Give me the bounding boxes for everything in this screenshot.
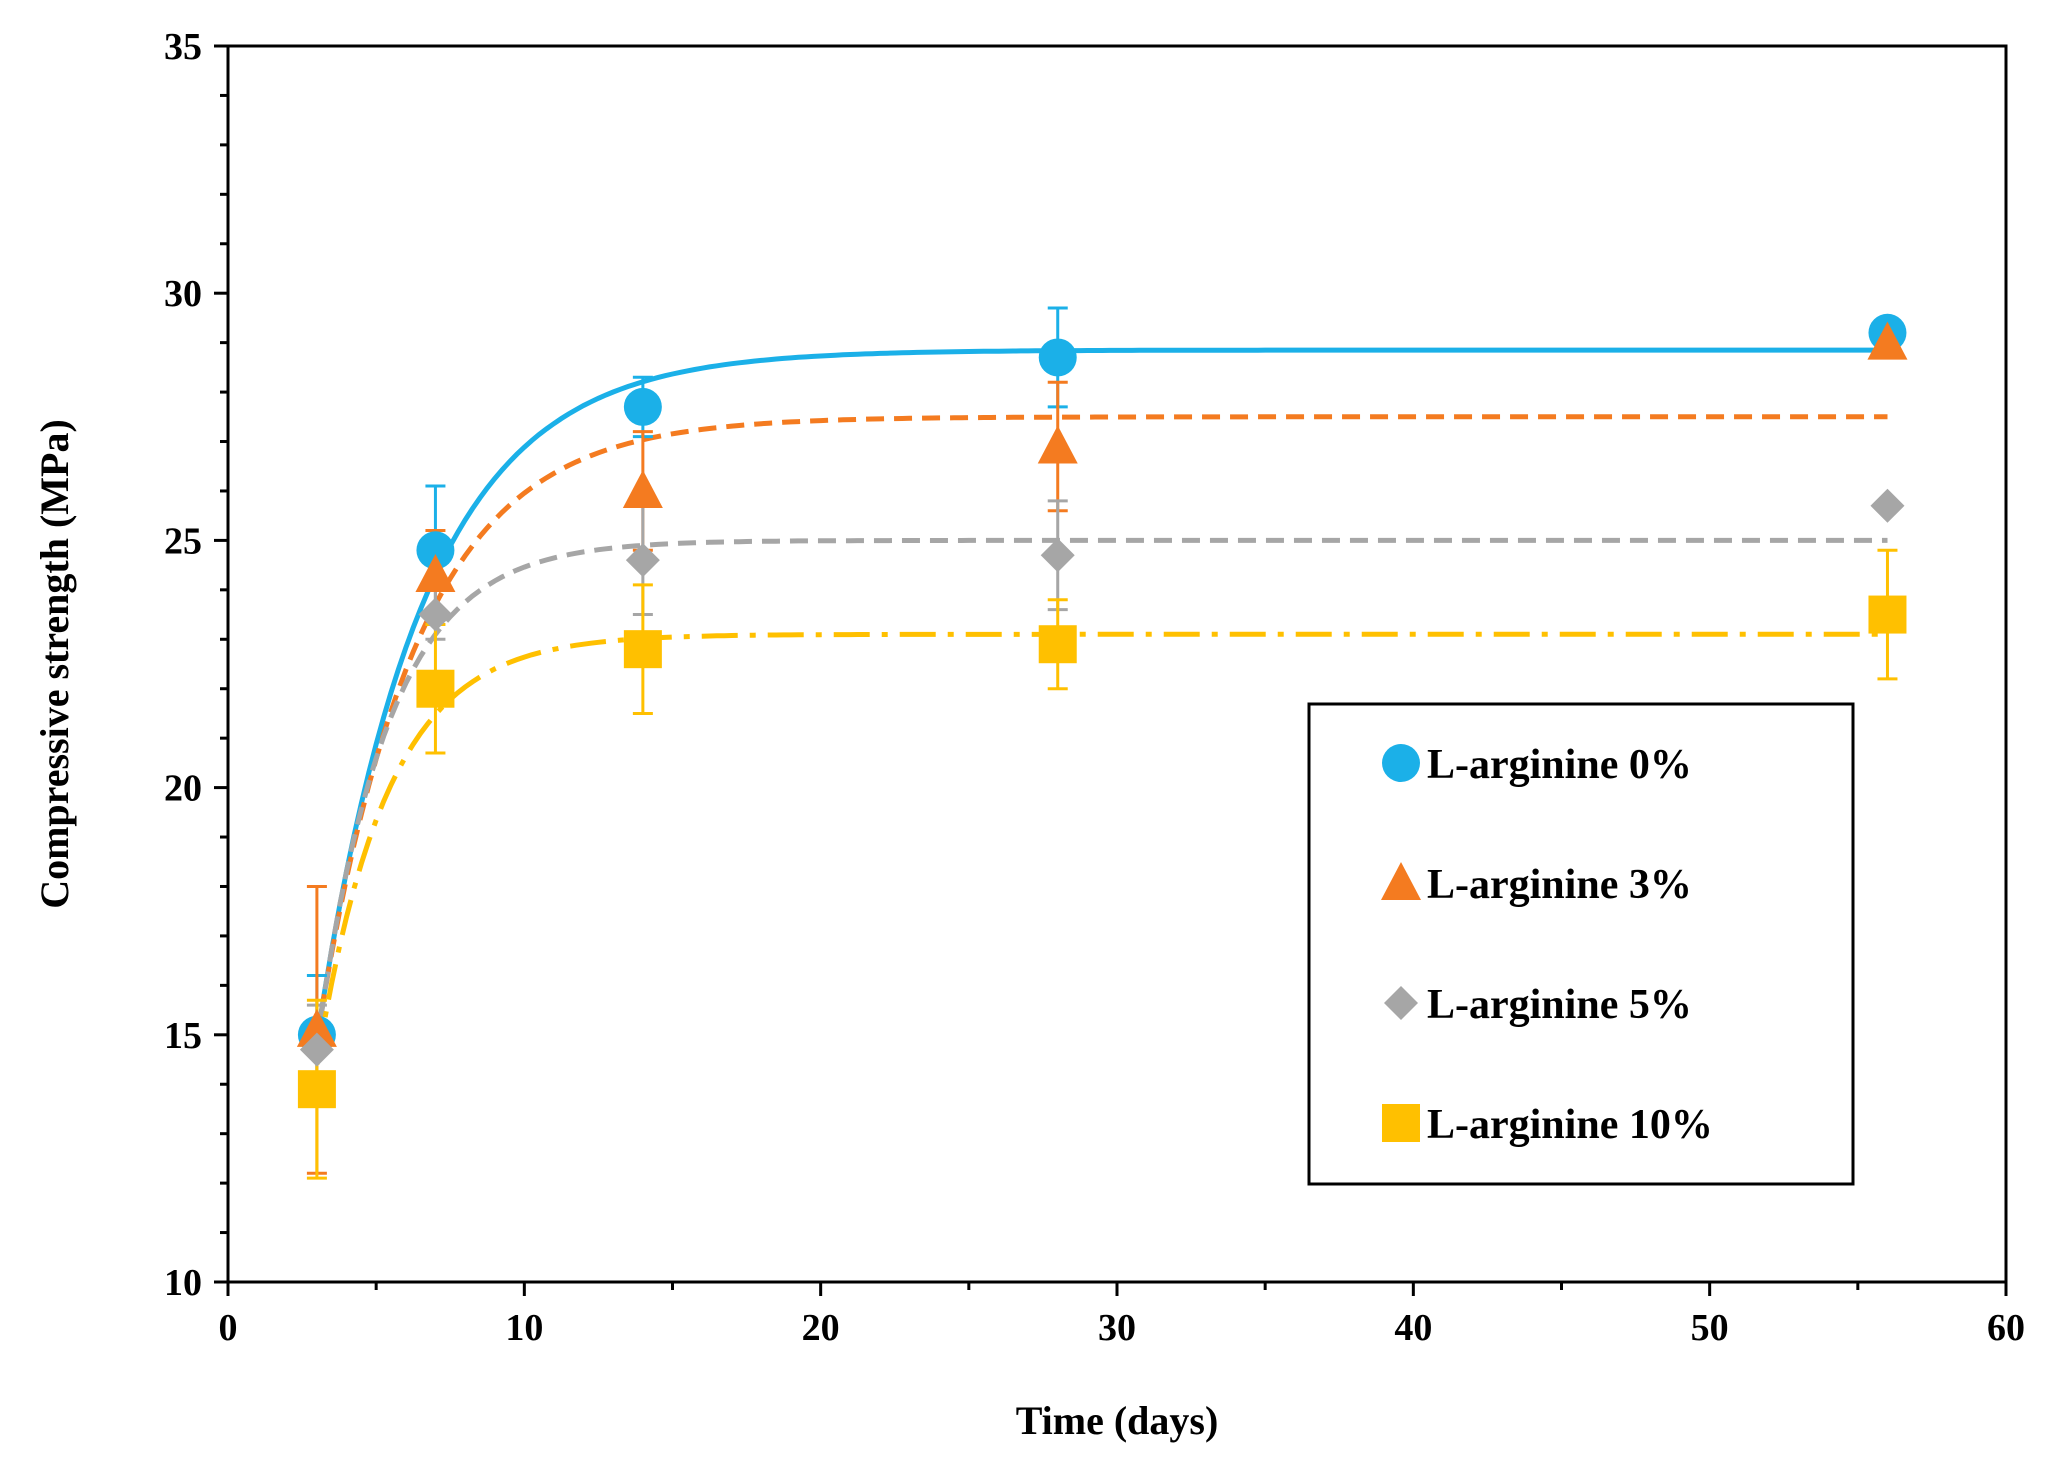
- data-point-series-2: [625, 543, 660, 578]
- y-tick-label: 35: [164, 26, 202, 68]
- legend-marker-diamond-icon: [1384, 986, 1418, 1020]
- x-tick-label: 30: [1098, 1307, 1136, 1349]
- data-point-series-1: [622, 469, 663, 508]
- y-axis-title: Compressive strength (MPa): [32, 419, 77, 909]
- y-tick-label: 10: [164, 1262, 202, 1304]
- x-tick-label: 0: [219, 1307, 238, 1349]
- fit-curves: [314, 347, 1888, 1065]
- x-tick-label: 20: [802, 1307, 840, 1349]
- legend-entry: L-arginine 10%: [1382, 1102, 1713, 1148]
- data-point-series-3: [1038, 625, 1077, 664]
- legend-label: L-arginine 3%: [1427, 862, 1692, 908]
- fit-curve-series-0: [314, 347, 1888, 1041]
- data-point-series-2: [1870, 488, 1905, 523]
- legend: L-arginine 0% L-arginine 3% L-arginine 5% L…: [1307, 702, 1855, 1186]
- legend-entry: L-arginine 3%: [1381, 862, 1692, 908]
- legend-entry: L-arginine 0%: [1382, 742, 1692, 788]
- data-point-series-0: [623, 387, 662, 426]
- y-tick-label: 20: [164, 768, 202, 810]
- data-point-series-2: [1040, 538, 1075, 573]
- legend-marker-square-icon: [1382, 1104, 1420, 1142]
- y-tick-label: 15: [164, 1015, 202, 1057]
- x-tick-label: 10: [505, 1307, 543, 1349]
- x-tick-label: 50: [1691, 1307, 1729, 1349]
- data-point-series-3: [623, 630, 662, 669]
- data-point-series-3: [1868, 595, 1907, 634]
- legend-entry: L-arginine 5%: [1384, 982, 1692, 1028]
- data-point-series-3: [416, 669, 455, 708]
- data-point-series-0: [416, 531, 455, 570]
- data-point-series-1: [415, 554, 456, 593]
- fit-curve-series-1: [314, 414, 1888, 1041]
- x-tick-label: 60: [1987, 1307, 2025, 1349]
- fit-curve-series-2: [314, 537, 1888, 1046]
- legend-label: L-arginine 10%: [1427, 1102, 1713, 1148]
- data-point-series-2: [299, 1032, 334, 1067]
- fit-curve-series-3: [314, 631, 1888, 1065]
- data-point-series-1: [296, 1008, 337, 1047]
- data-markers: [296, 313, 1908, 1109]
- data-point-series-1: [1867, 321, 1908, 360]
- y-tick-label: 30: [164, 273, 202, 315]
- data-point-series-3: [297, 1070, 336, 1109]
- x-tick-label: 40: [1394, 1307, 1432, 1349]
- data-point-series-2: [418, 597, 453, 632]
- data-point-series-1: [1037, 425, 1078, 464]
- x-axis-title: Time (days): [1016, 1398, 1219, 1443]
- legend-label: L-arginine 0%: [1427, 742, 1692, 788]
- legend-marker-circle-icon: [1382, 744, 1420, 782]
- data-point-series-0: [1038, 338, 1077, 377]
- axes: 0 10 20 30 40 50 60 10 15 20 25 30 35: [164, 26, 2025, 1349]
- legend-label: L-arginine 5%: [1427, 982, 1692, 1028]
- legend-marker-triangle-icon: [1381, 862, 1421, 900]
- y-tick-label: 25: [164, 520, 202, 562]
